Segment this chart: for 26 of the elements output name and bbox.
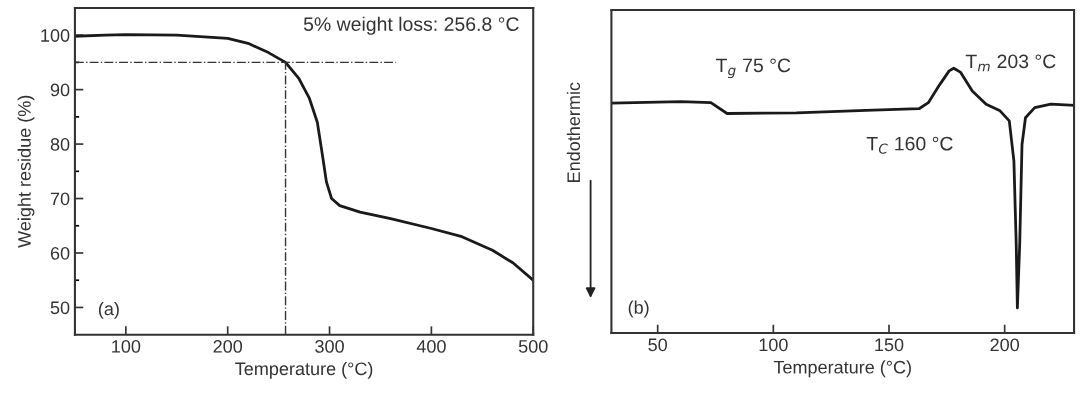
y-tick-label: 60 <box>50 246 70 260</box>
annotation: T$_{g}$ 75 °C <box>715 58 791 79</box>
annotation: T$_{m}$ 203 °C <box>965 54 1056 72</box>
y-axis-title: Weight residue (%) <box>17 95 35 248</box>
x-axis-title: Temperature (°C) <box>235 361 373 379</box>
x-tick-label: 100 <box>759 338 788 352</box>
x-tick-label: 300 <box>315 340 344 353</box>
annotation: T$_{C}$ 160 °C <box>866 136 953 154</box>
x-tick-label: 50 <box>648 338 668 352</box>
line-series <box>74 33 534 282</box>
annotation: (a) <box>98 301 119 319</box>
x-tick-label: 200 <box>990 338 1020 352</box>
annotation: (b) <box>628 300 649 318</box>
x-tick-label: 200 <box>213 340 243 353</box>
y-tick-label: 90 <box>50 83 70 97</box>
x-tick-label: 150 <box>875 338 904 352</box>
x-tick-label: 400 <box>416 340 446 353</box>
x-tick-label: 500 <box>518 340 548 353</box>
annotation: 5% weight loss: 256.8 °C <box>303 16 519 35</box>
x-axis-title: Temperature (°C) <box>773 360 911 378</box>
y-tick-label: 80 <box>50 138 70 151</box>
y-tick-label: 100 <box>41 29 70 42</box>
y-axis-title: Endothermic <box>566 82 581 182</box>
y-tick-label: 70 <box>50 192 70 206</box>
x-tick-label: 100 <box>112 340 141 353</box>
y-tick-label: 50 <box>50 301 70 315</box>
